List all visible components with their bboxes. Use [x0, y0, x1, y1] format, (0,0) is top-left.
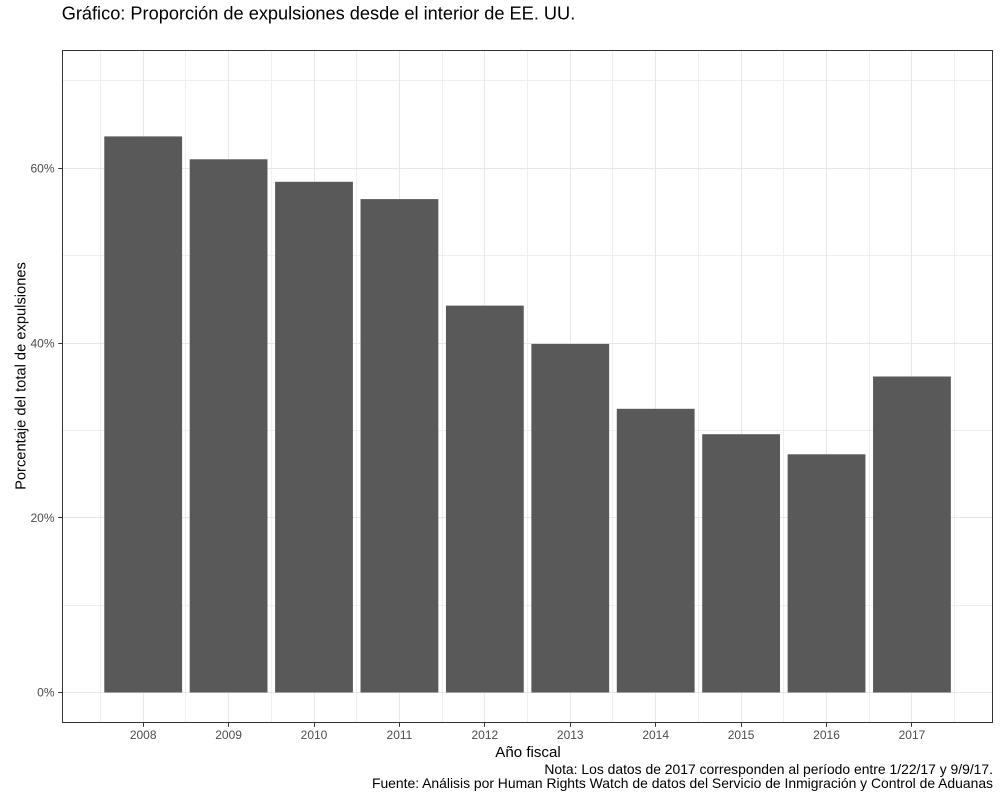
svg-text:2009: 2009 — [215, 728, 242, 742]
svg-text:2013: 2013 — [557, 728, 584, 742]
svg-text:40%: 40% — [30, 336, 54, 350]
svg-text:2015: 2015 — [728, 728, 755, 742]
svg-text:2010: 2010 — [301, 728, 328, 742]
svg-text:Año fiscal: Año fiscal — [495, 744, 560, 761]
svg-text:2016: 2016 — [813, 728, 840, 742]
svg-text:2012: 2012 — [471, 728, 498, 742]
svg-text:Porcentaje del total de expuls: Porcentaje del total de expulsiones — [14, 262, 30, 490]
svg-text:60%: 60% — [30, 162, 54, 176]
svg-text:Fuente: Análisis por Human Rig: Fuente: Análisis por Human Rights Watch … — [372, 775, 993, 791]
svg-text:2014: 2014 — [642, 728, 669, 742]
svg-text:2017: 2017 — [899, 728, 926, 742]
svg-text:0%: 0% — [37, 686, 55, 700]
svg-text:2008: 2008 — [130, 728, 157, 742]
svg-text:Gráfico: Proporción de expulsi: Gráfico: Proporción de expulsiones desde… — [62, 4, 576, 24]
svg-text:2011: 2011 — [387, 728, 413, 742]
svg-text:Nota: Los datos de 2017 corres: Nota: Los datos de 2017 corresponden al … — [544, 761, 993, 777]
svg-text:20%: 20% — [30, 511, 54, 525]
